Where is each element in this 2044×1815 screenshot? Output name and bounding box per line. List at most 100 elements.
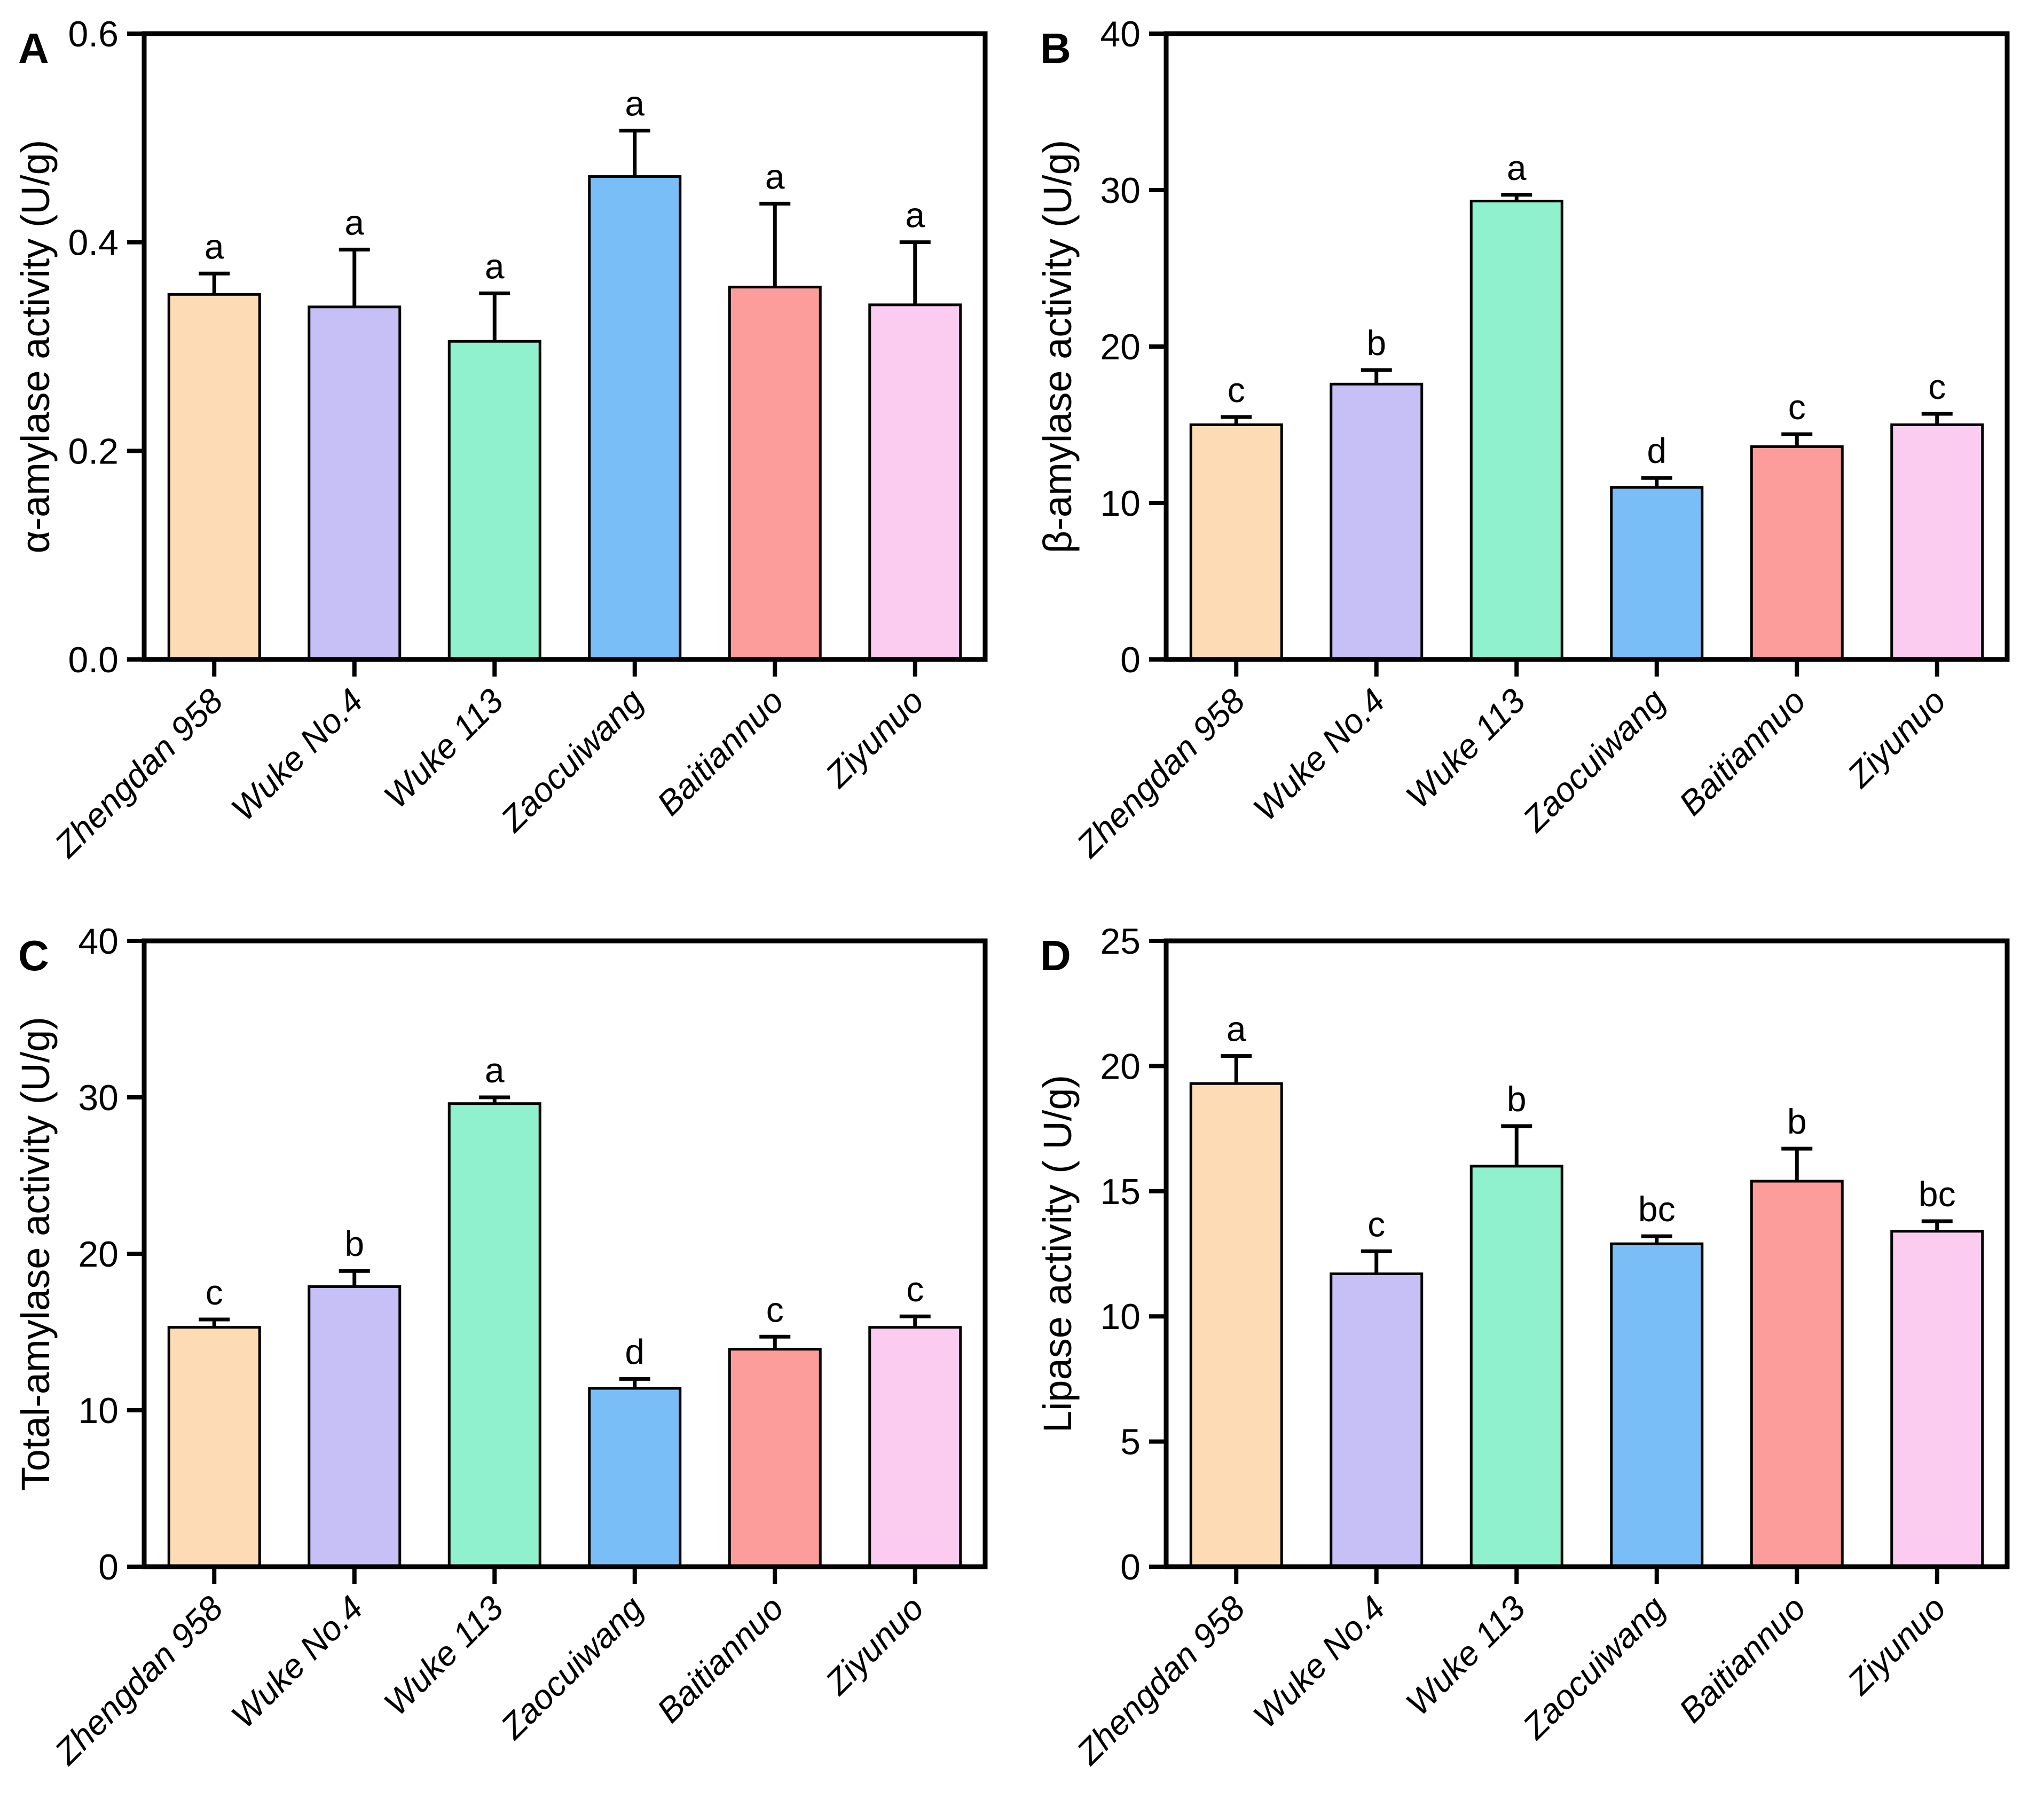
significance-letter: c: [1788, 387, 1806, 427]
bar-wuke-no-4: [1330, 1272, 1424, 1568]
significance-letter: b: [1507, 1079, 1527, 1119]
x-category-label: Zhengdan 958: [46, 1589, 231, 1773]
bar-baitiannuo: [728, 286, 822, 661]
x-category-label: Ziyunuo: [1839, 1589, 1953, 1702]
y-tick-label: 5: [1120, 1422, 1141, 1463]
x-category-label: Wuke 113: [376, 1589, 511, 1723]
significance-letter: b: [1787, 1102, 1807, 1141]
x-category-label: Baitiannuo: [649, 1589, 791, 1730]
significance-letter: c: [206, 1272, 223, 1312]
x-category-label: Ziyunuo: [817, 1589, 931, 1702]
significance-letter: a: [1507, 148, 1527, 187]
bar-baitiannuo: [1750, 1180, 1844, 1568]
significance-letter: c: [1228, 370, 1245, 410]
y-tick-label: 25: [1100, 921, 1141, 962]
y-tick-label: 20: [1100, 327, 1141, 367]
x-category-label: Baitiannuo: [649, 681, 791, 823]
x-category-label: Wuke No.4: [224, 681, 371, 828]
bar-zhengdan-958: [1189, 1082, 1283, 1568]
significance-letter: a: [205, 226, 224, 266]
y-tick-label: 40: [1100, 14, 1141, 54]
significance-letter: a: [344, 202, 364, 242]
y-tick-label: 0.0: [68, 640, 119, 680]
bar-wuke-no-4: [308, 305, 402, 661]
bar-ziyunuo: [1890, 423, 1984, 661]
plot-frame: [1163, 31, 2010, 662]
significance-letter: c: [1367, 1204, 1385, 1244]
y-tick-label: 30: [1100, 170, 1141, 211]
bar-zaocuiwang: [1610, 486, 1704, 661]
panel-letter: A: [18, 25, 49, 72]
panel-b-beta-amylase-chart: Bβ-amylase activity (U/g) 0 10 20 30 40 c Zheng…: [1035, 14, 2010, 866]
significance-letter: c: [906, 1269, 924, 1309]
x-category-label: Wuke 113: [1398, 1589, 1533, 1723]
y-tick-label: 20: [78, 1234, 119, 1275]
plot-frame: [141, 31, 988, 662]
bar-baitiannuo: [728, 1348, 822, 1568]
bar-zhengdan-958: [167, 293, 261, 661]
significance-letter: bc: [1638, 1189, 1676, 1229]
bar-zhengdan-958: [167, 1326, 261, 1568]
panel-letter: D: [1040, 932, 1071, 979]
bar-wuke-113: [1469, 200, 1563, 661]
x-category-label: Wuke 113: [376, 681, 511, 816]
y-tick-label: 15: [1100, 1172, 1141, 1212]
plot-frame: [141, 938, 988, 1569]
bar-ziyunuo: [868, 303, 962, 661]
y-axis-title: Lipase activity ( U/g): [1035, 1075, 1080, 1433]
y-tick-label: 0: [98, 1547, 119, 1588]
significance-letter: bc: [1919, 1174, 1956, 1214]
panel-letter: B: [1040, 25, 1071, 72]
plot-frame: [1163, 938, 2010, 1569]
bar-wuke-113: [447, 1102, 541, 1568]
y-axis-title: α-amylase activity (U/g): [13, 140, 58, 554]
y-tick-label: 10: [78, 1390, 119, 1431]
bar-ziyunuo: [868, 1326, 962, 1568]
x-category-label: Ziyunuo: [817, 681, 931, 795]
x-category-label: Ziyunuo: [1839, 681, 1953, 795]
bar-zaocuiwang: [588, 1387, 682, 1568]
bar-baitiannuo: [1750, 445, 1844, 661]
x-category-label: Wuke 113: [1398, 681, 1533, 816]
y-tick-label: 0.6: [68, 14, 119, 54]
x-category-label: Zhengdan 958: [1068, 681, 1253, 866]
significance-letter: d: [625, 1332, 644, 1371]
bar-zaocuiwang: [588, 175, 682, 661]
panel-letter: C: [18, 932, 49, 979]
y-tick-label: 20: [1100, 1046, 1141, 1087]
panel-c-total-amylase-chart: C Total-amylase activity (U/g) 0 10 20 30 40 c Z…: [13, 921, 988, 1773]
significance-letter: b: [1366, 323, 1386, 363]
y-tick-label: 40: [78, 921, 119, 962]
x-category-label: Zaocuiwang: [492, 1589, 651, 1747]
significance-letter: a: [485, 1050, 505, 1090]
significance-letter: a: [765, 156, 785, 196]
x-category-label: Baitiannuo: [1671, 681, 1813, 823]
x-category-label: Zhengdan 958: [1068, 1589, 1253, 1773]
panel-a-alpha-amylase-chart: Aα-amylase activity (U/g) 0.0 0.2 0.4 0.6 a Zh…: [13, 14, 988, 866]
y-axis-title: β-amylase activity (U/g): [1035, 140, 1080, 553]
significance-letter: a: [1227, 1009, 1246, 1049]
y-tick-label: 0.2: [68, 431, 119, 472]
y-tick-label: 0: [1120, 640, 1141, 680]
significance-letter: a: [625, 84, 644, 123]
y-tick-label: 10: [1100, 483, 1141, 524]
significance-letter: a: [485, 246, 505, 286]
y-axis-title: Total-amylase activity (U/g): [13, 1017, 58, 1491]
panel-d-lipase-chart: D Lipase activity ( U/g) 0 5 10 15 20 25 a Zhengd…: [1035, 921, 2010, 1773]
bar-wuke-113: [447, 340, 541, 661]
x-category-label: Wuke No.4: [224, 1589, 371, 1735]
y-tick-label: 0: [1120, 1547, 1141, 1588]
significance-letter: c: [766, 1290, 784, 1329]
x-category-label: Baitiannuo: [1671, 1589, 1813, 1730]
x-category-label: Zaocuiwang: [1514, 681, 1673, 840]
x-category-label: Zhengdan 958: [46, 681, 231, 866]
bar-wuke-no-4: [308, 1285, 402, 1568]
bar-wuke-113: [1469, 1165, 1563, 1568]
x-category-label: Wuke No.4: [1246, 681, 1393, 828]
significance-letter: c: [1928, 367, 1946, 406]
significance-letter: d: [1647, 431, 1666, 470]
y-tick-label: 10: [1100, 1297, 1141, 1337]
bar-wuke-no-4: [1330, 382, 1424, 661]
bar-zhengdan-958: [1189, 423, 1283, 661]
